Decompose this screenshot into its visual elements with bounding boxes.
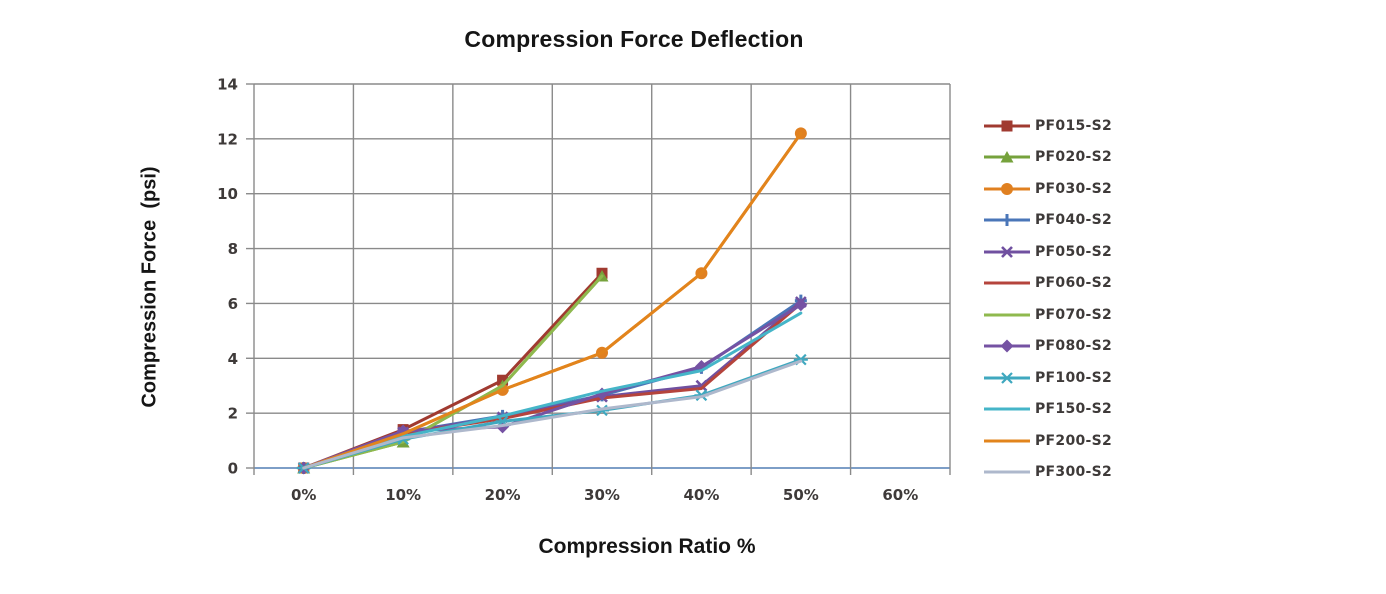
- legend-label: PF060-S2: [1035, 275, 1113, 292]
- svg-text:0%: 0%: [291, 486, 316, 504]
- legend-label: PF050-S2: [1035, 243, 1113, 260]
- legend-label: PF020-S2: [1035, 149, 1113, 166]
- legend-swatch: [983, 243, 1031, 261]
- legend-item: PF150-S2: [983, 394, 1112, 426]
- legend-label: PF300-S2: [1035, 464, 1113, 481]
- legend-item: PF200-S2: [983, 425, 1112, 457]
- legend-item: PF040-S2: [983, 205, 1112, 237]
- legend-label: PF150-S2: [1035, 401, 1113, 418]
- svg-text:12: 12: [217, 130, 238, 148]
- svg-text:20%: 20%: [485, 486, 521, 504]
- svg-text:40%: 40%: [683, 486, 719, 504]
- legend-swatch: [983, 180, 1031, 198]
- legend: PF015-S2 PF020-S2 PF030-S2 PF040-S2 PF05…: [983, 110, 1112, 488]
- svg-text:4: 4: [228, 350, 238, 368]
- legend-swatch: [983, 369, 1031, 387]
- legend-swatch: [983, 117, 1031, 135]
- legend-swatch: [983, 463, 1031, 481]
- legend-swatch: [983, 306, 1031, 324]
- legend-label: PF040-S2: [1035, 212, 1113, 229]
- legend-swatch: [983, 400, 1031, 418]
- svg-text:60%: 60%: [882, 486, 918, 504]
- legend-item: PF060-S2: [983, 268, 1112, 300]
- svg-text:2: 2: [228, 405, 238, 423]
- legend-label: PF080-S2: [1035, 338, 1113, 355]
- legend-item: PF100-S2: [983, 362, 1112, 394]
- legend-item: PF020-S2: [983, 142, 1112, 174]
- legend-swatch: [983, 337, 1031, 355]
- svg-text:8: 8: [228, 240, 238, 258]
- legend-item: PF030-S2: [983, 173, 1112, 205]
- legend-label: PF030-S2: [1035, 180, 1113, 197]
- legend-swatch: [983, 148, 1031, 166]
- series-line-PF200-S2: [302, 131, 803, 470]
- svg-text:14: 14: [217, 76, 238, 94]
- chart-title: Compression Force Deflection: [464, 26, 804, 52]
- svg-text:0: 0: [228, 460, 238, 478]
- legend-label: PF070-S2: [1035, 306, 1113, 323]
- legend-item: PF015-S2: [983, 110, 1112, 142]
- legend-label: PF015-S2: [1035, 117, 1113, 134]
- svg-text:10%: 10%: [385, 486, 421, 504]
- series-line-PF300-S2: [302, 359, 803, 470]
- series-line-PF080-S2: [302, 303, 803, 470]
- legend-label: PF100-S2: [1035, 369, 1113, 386]
- svg-text:6: 6: [228, 295, 238, 313]
- legend-swatch: [983, 211, 1031, 229]
- legend-item: PF080-S2: [983, 331, 1112, 363]
- legend-item: PF050-S2: [983, 236, 1112, 268]
- legend-swatch: [983, 432, 1031, 450]
- legend-swatch: [983, 274, 1031, 292]
- legend-item: PF070-S2: [983, 299, 1112, 331]
- svg-text:10: 10: [217, 185, 238, 203]
- legend-item: PF300-S2: [983, 457, 1112, 489]
- legend-label: PF200-S2: [1035, 432, 1113, 449]
- svg-text:30%: 30%: [584, 486, 620, 504]
- x-axis-title: Compression Ratio %: [538, 535, 756, 558]
- svg-text:50%: 50%: [783, 486, 819, 504]
